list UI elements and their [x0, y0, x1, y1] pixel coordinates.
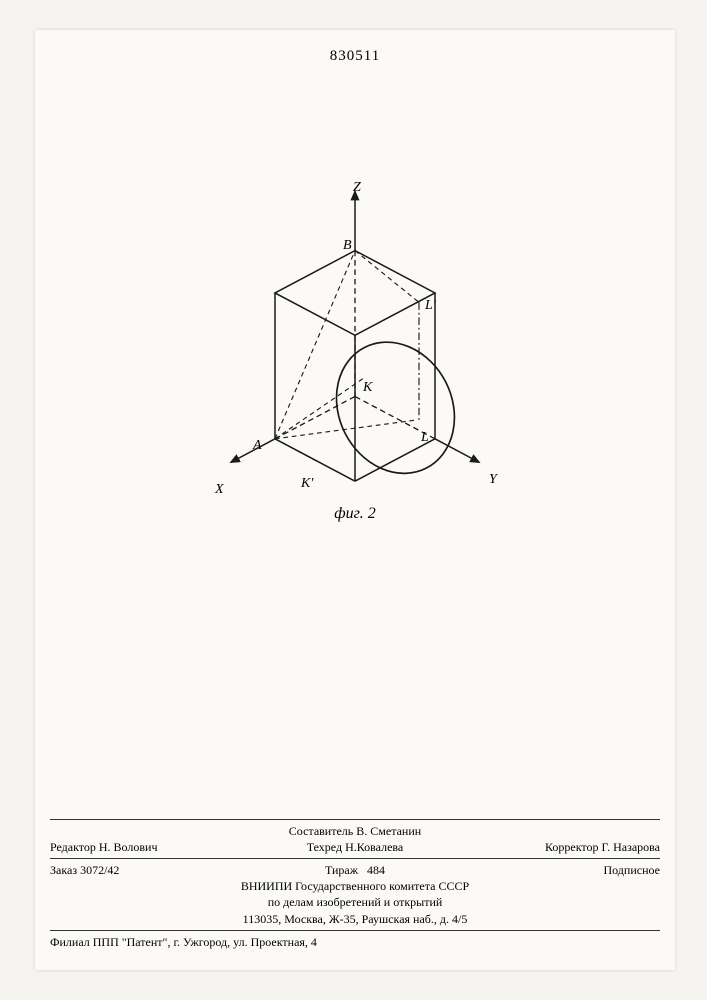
tech-name: Н.Ковалева	[345, 840, 403, 854]
order-num: 3072/42	[80, 863, 119, 877]
patent-number: 830511	[35, 48, 675, 65]
point-K-label: K	[363, 380, 372, 396]
point-Lp-label: L'	[425, 298, 436, 314]
order-label: Заказ	[50, 863, 77, 877]
axis-x-label: X	[215, 482, 224, 498]
footer-block: Составитель В. Сметанин Редактор Н. Воло…	[50, 816, 660, 950]
point-Kp-label: K'	[301, 476, 313, 492]
corrector-name: Г. Назарова	[602, 840, 660, 854]
tirazh-label: Тираж	[325, 863, 358, 877]
point-A-label: A	[253, 438, 262, 454]
figure-diagram: Z X Y A B K K' L L'	[205, 180, 505, 500]
editor-name: Н. Волович	[99, 840, 158, 854]
corrector-label: Корректор	[545, 840, 599, 854]
point-L-label: L	[421, 430, 429, 446]
tirazh-num: 484	[367, 863, 385, 877]
tech-label: Техред	[307, 840, 342, 854]
editor-label: Редактор	[50, 840, 96, 854]
org-line1: ВНИИПИ Государственного комитета СССР	[50, 878, 660, 894]
compiler-label: Составитель	[289, 824, 353, 838]
addr-line: 113035, Москва, Ж-35, Раушская наб., д. …	[50, 911, 660, 927]
compiler-name: В. Сметанин	[356, 824, 421, 838]
branch-line: Филиал ППП "Патент", г. Ужгород, ул. Про…	[50, 934, 660, 950]
axis-z-label: Z	[353, 180, 361, 196]
sub-label: Подписное	[457, 862, 660, 878]
point-B-label: B	[343, 238, 352, 254]
org-line2: по делам изобретений и открытий	[50, 894, 660, 910]
page: 830511	[35, 30, 675, 970]
axis-y-label: Y	[489, 472, 497, 488]
figure-caption: фиг. 2	[35, 505, 675, 523]
